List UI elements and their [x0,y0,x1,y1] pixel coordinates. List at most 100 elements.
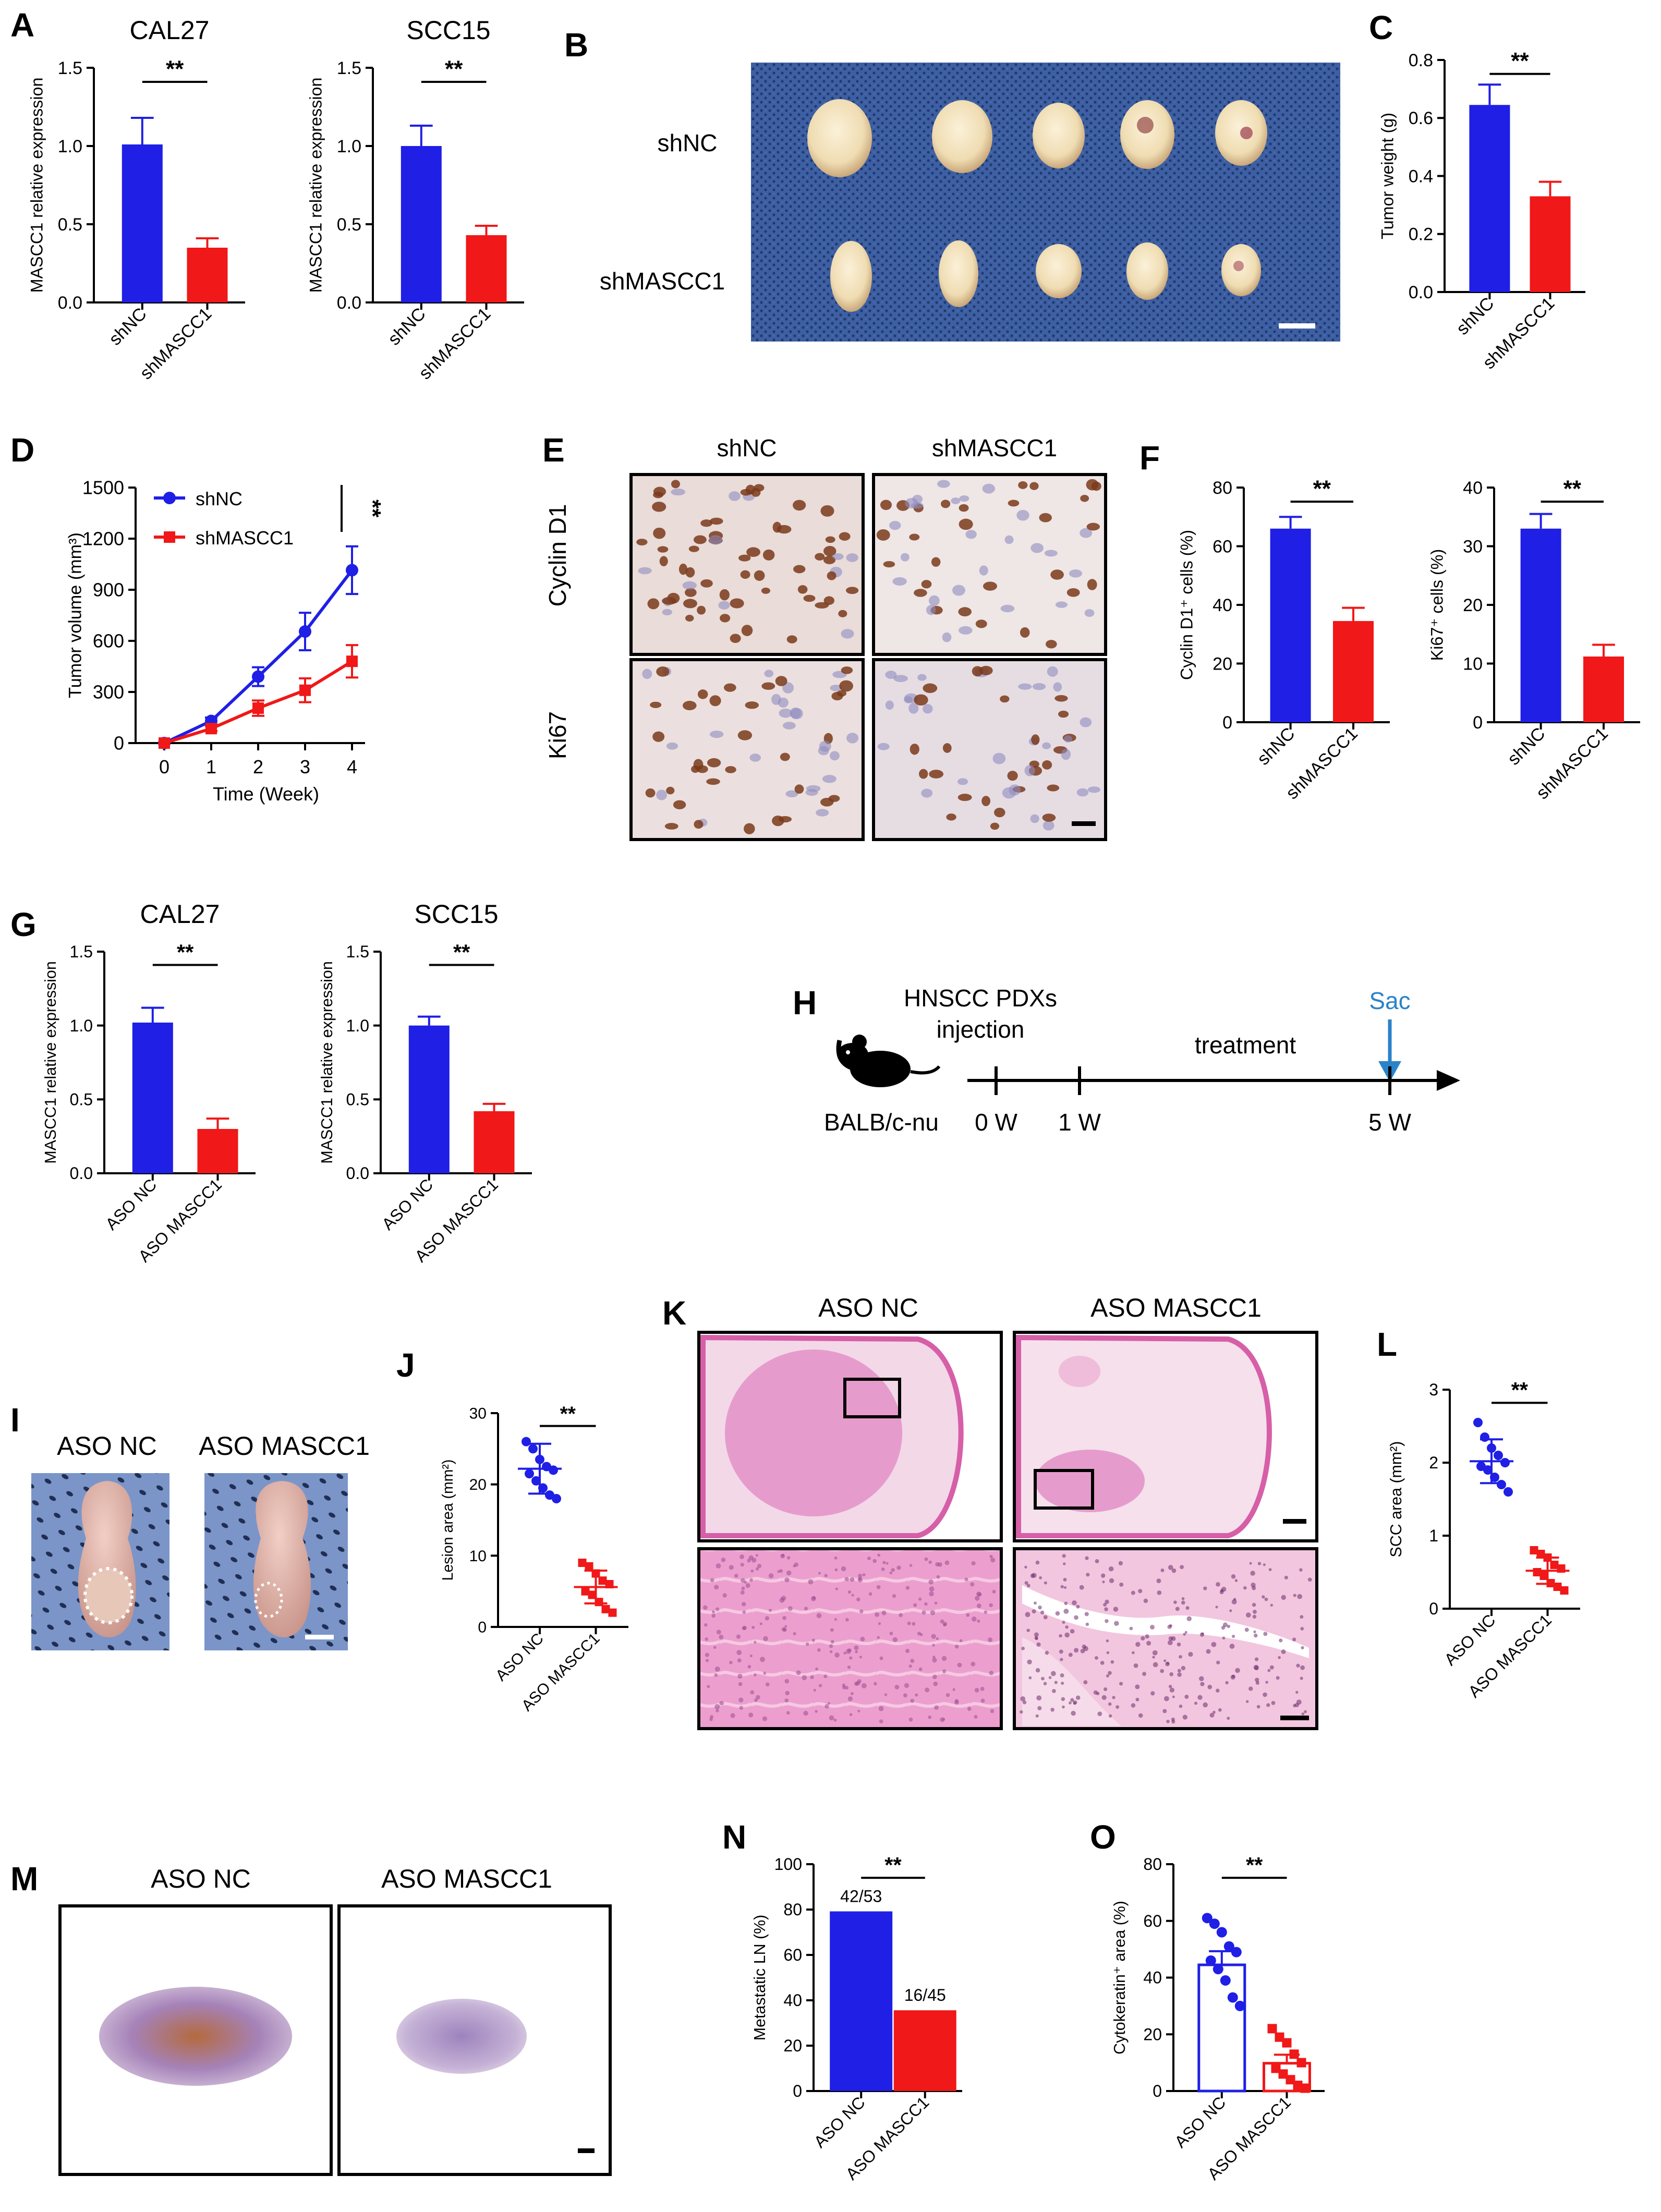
he-nucleus [1035,1714,1039,1718]
ihc-nuclei [636,479,1101,834]
he-nucleus [719,1634,724,1639]
he-nucleus [1182,1715,1187,1720]
stained-nucleus [838,610,847,617]
data-point [346,564,358,577]
timeline-arrow-head [1437,1070,1460,1091]
he-nucleus [1179,1704,1183,1708]
he-nucleus [1262,1595,1265,1599]
stained-nucleus [957,794,972,801]
he-nucleus [1173,1600,1177,1605]
unstained-nucleus [682,581,697,590]
y-tick-label: 0.5 [337,215,361,235]
he-nucleus [1074,1615,1078,1620]
he-nucleus [765,1682,770,1687]
he-nucleus [1245,1700,1249,1703]
unstained-nucleus [1087,786,1101,793]
he-nucleus [1059,1649,1063,1654]
unstained-nucleus [832,553,844,560]
stained-nucleus [683,701,697,711]
unstained-nucleus [1004,535,1014,544]
unstained-nucleus [778,697,789,708]
unstained-nucleus [942,632,952,642]
stained-nucleus [707,758,721,768]
he-nucleus [1045,1650,1049,1655]
unstained-nucleus [877,743,890,750]
stained-nucleus [1042,813,1056,822]
he-nucleus [748,1712,754,1718]
unstained-nucleus [929,595,940,606]
he-nucleus [1284,1575,1288,1579]
lesion-outline-aso-nc [83,1567,134,1624]
y-tick-label: 0.2 [1409,225,1433,245]
he-nucleus [1035,1560,1040,1565]
he-nucleus [1216,1660,1220,1664]
he-nucleus [920,1633,923,1636]
he-nucleus [1068,1652,1073,1657]
data-point [528,1444,538,1454]
x-tick-label: ASO NC [810,2093,869,2151]
he-nucleus [1026,1628,1030,1632]
bar-shmascc1 [187,248,228,302]
stained-nucleus [650,701,662,708]
he-nucleus [834,1568,838,1572]
he-nucleus [1076,1605,1080,1609]
he-nucleus [804,1607,808,1611]
unstained-nucleus [709,731,724,738]
y-tick-label: 40 [1463,478,1483,498]
stained-nucleus [652,731,665,742]
he-nucleus [730,1713,735,1718]
he-nucleus [1035,1668,1040,1673]
significance-stars: ** [1511,48,1529,74]
he-nucleus [1197,1695,1203,1700]
he-nucleus [931,1634,936,1639]
y-axis-label: SCC area (mm²) [1387,1441,1405,1558]
he-nucleus [1048,1676,1052,1679]
he-nucleus [768,1609,772,1612]
he-nucleus [1177,1672,1182,1677]
he-nucleus [1135,1684,1140,1690]
he-nucleus [802,1675,807,1681]
he-nucleus [1248,1686,1253,1691]
y-tick-label: 1500 [82,477,124,499]
stained-nucleus [697,605,706,615]
he-nucleus [1152,1650,1158,1656]
he-nucleus [1022,1700,1027,1705]
col-label-shnc: shNC [717,434,777,461]
col-label-aso-nc: ASO NC [151,1864,251,1893]
he-nucleus [736,1650,742,1655]
stained-nucleus [673,800,686,809]
he-nucleus [1054,1681,1058,1684]
he-nucleus [705,1652,709,1657]
panel-e-ihc: shNC shMASCC1 Cyclin D1 Ki67 [544,434,1107,841]
x-axis-label: Time (Week) [213,783,319,805]
he-nucleus [1038,1605,1042,1610]
stained-nucleus [725,766,736,773]
he-nucleus [825,1704,829,1709]
significance-stars: ** [445,56,463,82]
unstained-nucleus [790,707,802,719]
he-nucleus [980,1698,985,1703]
he-nucleus [1156,1578,1161,1584]
y-tick-label: 20 [1143,2025,1162,2044]
x-tick-label: ASO NC [1440,1610,1499,1669]
lymph-node-aso-mascc1 [396,1999,527,2074]
he-nucleus [1095,1656,1098,1660]
he-nucleus [1106,1651,1110,1655]
he-tumor-mass-aso-mascc1 [1035,1450,1145,1512]
he-nucleus [737,1658,742,1663]
legend-marker [164,531,175,543]
y-axis-label: Tumor weight (g) [1378,113,1397,239]
he-nucleus [929,1586,935,1592]
he-nucleus [957,1662,962,1668]
y-tick-label: 1.0 [346,1016,369,1035]
he-nucleus [1229,1609,1232,1612]
he-nucleus [868,1592,872,1596]
timeline-treatment: treatment [1195,1031,1296,1059]
he-nucleus [882,1561,886,1564]
panel-m-lymph-nodes: ASO NC ASO MASCC1 [58,1864,612,2176]
stained-nucleus [820,505,834,517]
he-nucleus [891,1568,895,1572]
y-axis-label: Lesion area (mm²) [440,1460,456,1581]
he-nucleus [734,1574,738,1578]
x-tick-label: ASO NC [1171,2093,1229,2151]
